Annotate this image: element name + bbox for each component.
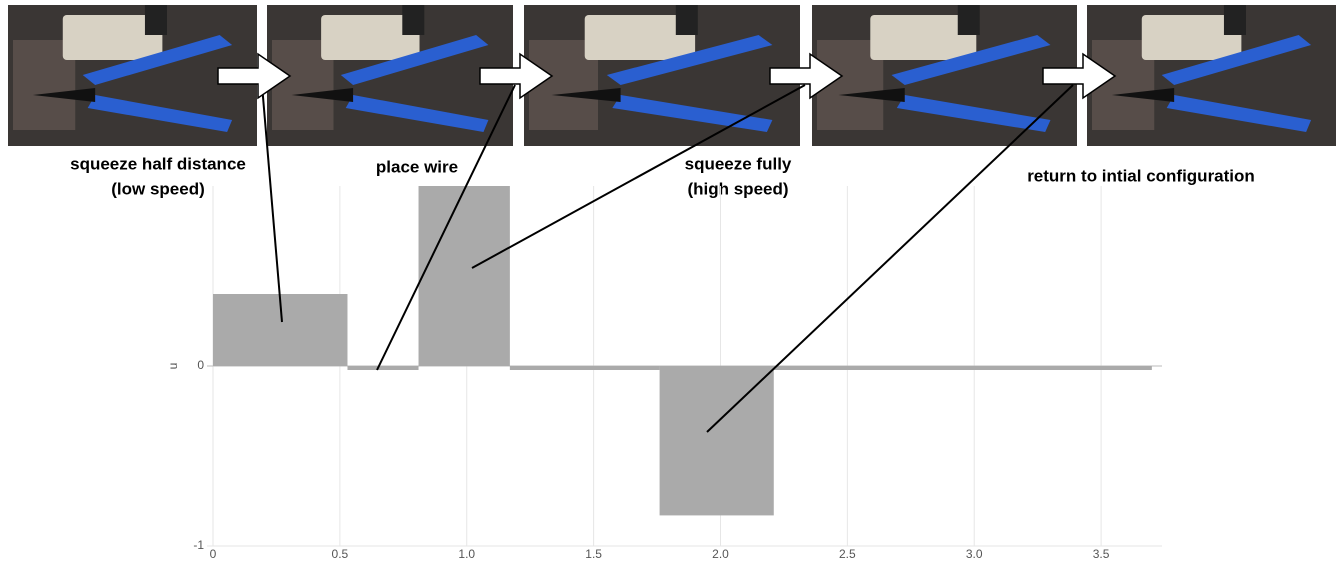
arrows xyxy=(217,52,1117,100)
photo xyxy=(1087,5,1336,146)
annotation: (low speed) xyxy=(111,179,205,198)
handle xyxy=(1161,35,1312,85)
x-tick-label: 2.5 xyxy=(839,547,856,561)
handle xyxy=(606,35,773,85)
annotation: (high speed) xyxy=(687,179,788,198)
arrow xyxy=(769,52,844,100)
post xyxy=(1223,5,1246,35)
annotation: squeeze half distance xyxy=(70,154,246,173)
annotation: return to intial configuration xyxy=(1027,166,1255,185)
y-tick-label: -1 xyxy=(193,538,204,552)
bar xyxy=(659,366,774,516)
y-axis-label: u xyxy=(166,363,180,370)
arrow xyxy=(217,52,292,100)
photo xyxy=(524,5,800,146)
jaw xyxy=(291,88,354,102)
handle xyxy=(612,95,773,132)
bar xyxy=(773,366,1152,370)
annotation: place wire xyxy=(376,157,458,176)
photo-strip xyxy=(8,5,1336,146)
handle xyxy=(82,35,233,85)
leader-line xyxy=(261,84,283,323)
leader-line xyxy=(471,84,806,269)
gripper xyxy=(870,15,977,60)
bar xyxy=(418,186,510,366)
jaw xyxy=(32,88,96,102)
jaw xyxy=(1111,88,1175,102)
handle xyxy=(1166,95,1312,132)
x-tick-label: 1.5 xyxy=(585,547,602,561)
arrow xyxy=(1042,52,1117,100)
leader-lines xyxy=(261,84,1074,433)
plot: 0 0.5 1.0 1.5 2.0 2.5 3.0 3.5 -1 0 xyxy=(193,186,1162,561)
y-tick-label: 0 xyxy=(197,358,204,372)
x-tick-label: 1.0 xyxy=(458,547,475,561)
gripper xyxy=(584,15,696,60)
annotation: squeeze fully xyxy=(685,154,792,173)
post xyxy=(957,5,980,35)
x-tick-label: 2.0 xyxy=(712,547,729,561)
photo xyxy=(267,5,513,146)
post xyxy=(675,5,698,35)
x-tick-label: 0 xyxy=(210,547,217,561)
x-tick-label: 3.5 xyxy=(1093,547,1110,561)
bar xyxy=(509,366,660,370)
x-tick-label: 0.5 xyxy=(332,547,349,561)
post xyxy=(402,5,425,35)
jaw xyxy=(838,88,905,102)
handle xyxy=(87,95,233,132)
post xyxy=(144,5,167,35)
handle xyxy=(345,95,489,132)
handle xyxy=(340,35,489,85)
photo xyxy=(812,5,1077,146)
leader-line xyxy=(376,84,516,371)
arrow xyxy=(479,52,554,100)
gripper xyxy=(321,15,420,60)
handle xyxy=(891,35,1051,85)
leader-line xyxy=(706,84,1074,433)
handle xyxy=(896,95,1051,132)
jaw xyxy=(551,88,621,102)
x-tick-label: 3.0 xyxy=(966,547,983,561)
gripper xyxy=(62,15,163,60)
bar xyxy=(347,366,419,370)
gripper xyxy=(1141,15,1242,60)
photo xyxy=(8,5,257,146)
